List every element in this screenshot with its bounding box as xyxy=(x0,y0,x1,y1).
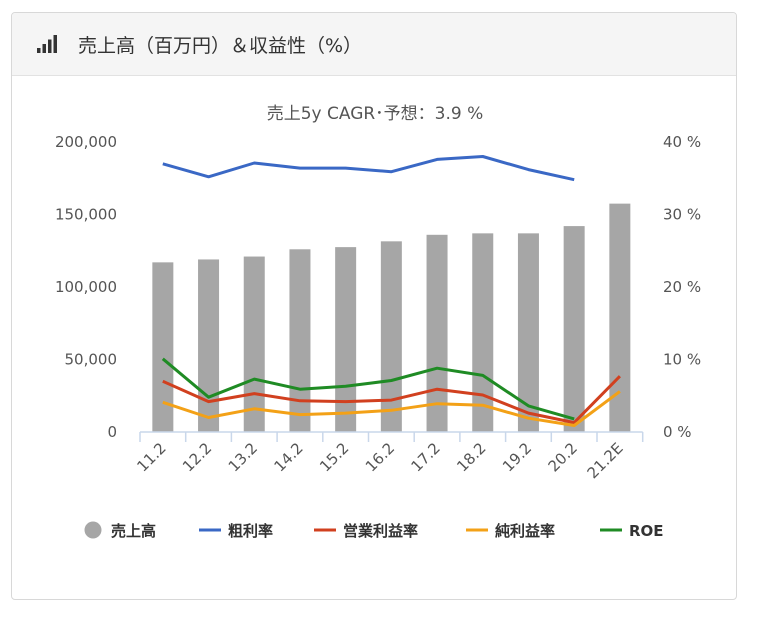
legend-item-label[interactable]: 純利益率 xyxy=(495,522,555,540)
legend-item-label[interactable]: 粗利率 xyxy=(228,522,273,540)
y-left-tick-label: 100,000 xyxy=(55,278,117,296)
x-tick-label: 13.2 xyxy=(225,439,261,475)
y-left-tick-label: 150,000 xyxy=(55,206,117,224)
bar-chart-icon xyxy=(37,35,57,53)
y-left-tick-label: 200,000 xyxy=(55,133,117,151)
card-header: 売上高（百万円）＆収益性（%） xyxy=(12,13,736,76)
bar-revenue xyxy=(563,226,585,432)
bar-revenue xyxy=(243,256,265,432)
y-right-tick-label: 10 % xyxy=(663,351,701,369)
y-left-tick-label: 50,000 xyxy=(65,351,118,369)
bar-revenue xyxy=(198,259,220,432)
y-right-tick-label: 40 % xyxy=(663,133,701,151)
x-tick-label: 14.2 xyxy=(270,439,306,475)
x-tick-label: 11.2 xyxy=(133,439,169,475)
y-right-tick-label: 20 % xyxy=(663,278,701,296)
bar-revenue xyxy=(335,247,357,432)
x-tick-label: 16.2 xyxy=(362,439,398,475)
x-tick-label: 17.2 xyxy=(408,439,444,475)
legend-item-label[interactable]: 売上高 xyxy=(111,522,156,540)
y-left-tick-label: 0 xyxy=(107,423,117,441)
bar-revenue xyxy=(472,233,494,432)
bar-revenue xyxy=(380,241,402,432)
x-tick-label: 18.2 xyxy=(453,439,489,475)
bar-revenue xyxy=(152,262,174,432)
x-tick-label: 15.2 xyxy=(316,439,352,475)
legend-item-label[interactable]: ROE xyxy=(629,522,664,540)
bar-revenue xyxy=(289,249,311,432)
bar-revenue xyxy=(517,233,539,432)
x-tick-label: 20.2 xyxy=(545,439,581,475)
line-series xyxy=(161,357,575,421)
line-series xyxy=(162,155,575,182)
legend-marker xyxy=(84,521,102,539)
line-series xyxy=(162,390,621,427)
y-right-tick-label: 0 % xyxy=(663,423,692,441)
x-tick-label: 21.2E xyxy=(584,439,627,482)
card-title: 売上高（百万円）＆収益性（%） xyxy=(78,35,363,57)
x-tick-label: 12.2 xyxy=(179,439,215,475)
x-tick-label: 19.2 xyxy=(499,439,535,475)
bar-revenue xyxy=(609,203,631,432)
bar-revenue xyxy=(426,234,448,432)
chart-title: 売上5y CAGR･予想：3.9 % xyxy=(267,104,484,124)
legend-item-label[interactable]: 営業利益率 xyxy=(343,522,418,540)
line-series xyxy=(162,375,621,425)
y-right-tick-label: 30 % xyxy=(663,206,701,224)
